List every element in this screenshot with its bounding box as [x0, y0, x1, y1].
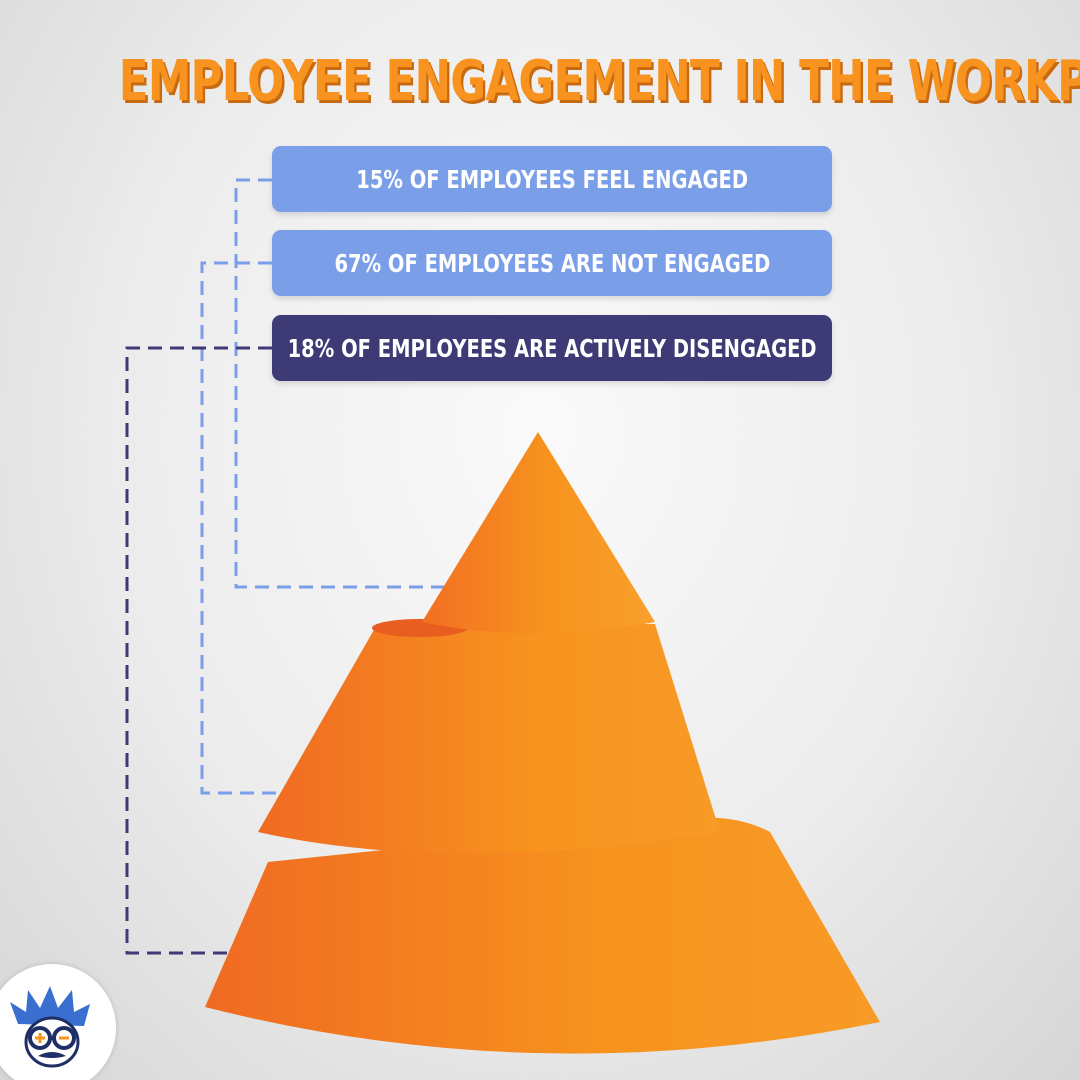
- page-title: EMPLOYEE ENGAGEMENT IN THE WORKPLACE: [118, 49, 1080, 114]
- label-engaged: 15% OF EMPLOYEES FEEL ENGAGED: [272, 146, 832, 212]
- label-actively-disengaged: 18% OF EMPLOYEES ARE ACTIVELY DISENGAGED: [272, 315, 832, 381]
- label-actively-disengaged-text: 18% OF EMPLOYEES ARE ACTIVELY DISENGAGED: [287, 333, 817, 363]
- connector-not-engaged: [200, 261, 322, 795]
- pyramid-tier-bottom: [205, 817, 880, 1054]
- scientist-face-icon: [10, 986, 90, 1068]
- label-engaged-text: 15% OF EMPLOYEES FEEL ENGAGED: [356, 164, 748, 194]
- label-not-engaged: 67% OF EMPLOYEES ARE NOT ENGAGED: [272, 230, 832, 296]
- cartoon-scientist-logo-icon: [0, 964, 116, 1080]
- connector-actively-disengaged: [125, 346, 288, 955]
- pyramid-tier-middle: [258, 619, 720, 854]
- pyramid-tier-top: [422, 432, 655, 634]
- connector-engaged: [234, 178, 460, 589]
- label-not-engaged-text: 67% OF EMPLOYEES ARE NOT ENGAGED: [334, 248, 770, 278]
